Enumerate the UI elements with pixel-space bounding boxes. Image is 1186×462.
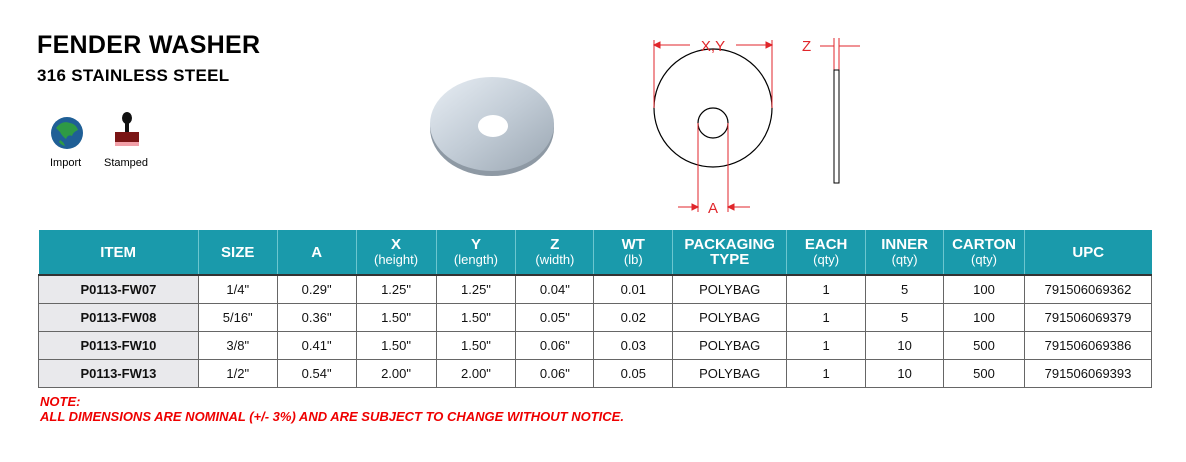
table-cell: 1.50" bbox=[355, 331, 437, 360]
column-header: ITEM bbox=[38, 230, 199, 275]
washer-photo bbox=[430, 77, 554, 176]
item-cell: P0113-FW13 bbox=[38, 359, 199, 388]
table-cell: 0.36" bbox=[276, 303, 357, 332]
table-cell: 791506069386 bbox=[1024, 331, 1152, 360]
table-cell: 791506069379 bbox=[1024, 303, 1152, 332]
column-header: Y (length) bbox=[435, 230, 516, 275]
dim-z-label: Z bbox=[802, 38, 811, 55]
table-cell: 5 bbox=[865, 274, 945, 304]
table-cell: 0.54" bbox=[276, 359, 357, 388]
column-header-unit: (height) bbox=[374, 252, 419, 267]
table-cell: 0.03 bbox=[593, 331, 674, 360]
dim-a-label: A bbox=[708, 200, 718, 217]
table-cell: 0.41" bbox=[276, 331, 357, 360]
table-cell: 0.02 bbox=[593, 303, 674, 332]
item-cell: P0113-FW07 bbox=[38, 274, 199, 304]
table-cell: POLYBAG bbox=[672, 331, 788, 360]
table-cell: 0.29" bbox=[276, 274, 357, 304]
column-header-label: UPC bbox=[1072, 243, 1105, 261]
table-cell: 1 bbox=[786, 303, 867, 332]
table-cell: 2.00" bbox=[355, 359, 437, 388]
column-header: PACKAGING TYPE bbox=[672, 230, 787, 275]
column-header-label: Y bbox=[470, 236, 481, 253]
dimension-diagram: X,Y Z A bbox=[652, 38, 860, 217]
column-header-label: SIZE bbox=[221, 243, 255, 261]
column-header-unit: (qty) bbox=[813, 252, 840, 267]
table-cell: 0.01 bbox=[593, 274, 674, 304]
column-header-label: A bbox=[311, 243, 323, 261]
note-label: NOTE: bbox=[40, 394, 81, 409]
table-cell: 1/2" bbox=[197, 359, 278, 388]
column-header: X (height) bbox=[355, 230, 436, 275]
column-header-unit: (length) bbox=[453, 252, 498, 267]
globe-icon bbox=[51, 117, 83, 149]
table-cell: 1.50" bbox=[435, 331, 517, 360]
item-cell: P0113-FW08 bbox=[38, 303, 199, 332]
column-header-label: INNER bbox=[881, 236, 928, 253]
table-cell: 5/16" bbox=[197, 303, 278, 332]
column-header-unit: (qty) bbox=[891, 252, 918, 267]
page-title: FENDER WASHER bbox=[37, 31, 261, 59]
table-cell: 1 bbox=[786, 274, 867, 304]
column-header: WT (lb) bbox=[593, 230, 673, 275]
column-header-label: WT bbox=[621, 236, 645, 253]
dim-xy-label: X,Y bbox=[701, 38, 725, 55]
table-cell: 3/8" bbox=[197, 331, 278, 360]
table-cell: 500 bbox=[943, 359, 1025, 388]
table-cell: 0.06" bbox=[515, 331, 595, 360]
column-header-label: PACKAGING TYPE bbox=[684, 236, 775, 268]
table-cell: 791506069393 bbox=[1024, 359, 1152, 388]
item-cell: P0113-FW10 bbox=[38, 331, 199, 360]
table-cell: POLYBAG bbox=[672, 274, 788, 304]
table-cell: 100 bbox=[943, 274, 1025, 304]
table-cell: 100 bbox=[943, 303, 1025, 332]
column-header: SIZE bbox=[197, 230, 278, 275]
table-cell: 1.50" bbox=[435, 303, 517, 332]
column-header-label: Z bbox=[550, 236, 560, 253]
table-cell: 500 bbox=[943, 331, 1025, 360]
table-cell: 1/4" bbox=[197, 274, 278, 304]
table-row: P0113-FW07 1/4" 0.29" 1.25" 1.25" 0.04" 0.01 PO… bbox=[38, 274, 1152, 304]
column-header: INNER (qty) bbox=[865, 230, 944, 275]
spec-table: ITEM SIZE A X (height) Y (length) Z (width) WT (lb… bbox=[38, 230, 1152, 388]
column-header-label: EACH bbox=[804, 236, 848, 253]
table-cell: 1.25" bbox=[355, 274, 437, 304]
note: NOTE: ALL DIMENSIONS ARE NOMINAL (+/- 3%… bbox=[40, 394, 624, 424]
table-cell: 2.00" bbox=[435, 359, 517, 388]
column-header-label: ITEM bbox=[100, 243, 137, 261]
column-header: CARTON (qty) bbox=[943, 230, 1025, 275]
column-header: EACH (qty) bbox=[786, 230, 866, 275]
table-cell: 1.50" bbox=[355, 303, 437, 332]
table-cell: POLYBAG bbox=[672, 303, 788, 332]
note-text: ALL DIMENSIONS ARE NOMINAL (+/- 3%) AND … bbox=[40, 409, 624, 424]
column-header-unit: (width) bbox=[535, 252, 575, 267]
table-cell: 1 bbox=[786, 359, 867, 388]
column-header-unit: (qty) bbox=[971, 252, 998, 267]
table-cell: 0.06" bbox=[515, 359, 595, 388]
table-cell: 0.05" bbox=[515, 303, 595, 332]
table-cell: 10 bbox=[865, 359, 945, 388]
table-cell: 1.25" bbox=[435, 274, 517, 304]
stamped-label: Stamped bbox=[104, 157, 149, 169]
table-row: P0113-FW08 5/16" 0.36" 1.50" 1.50" 0.05" 0.02 P… bbox=[38, 303, 1152, 332]
page-subtitle: 316 STAINLESS STEEL bbox=[37, 66, 230, 85]
stamp-icon bbox=[115, 112, 139, 146]
table-cell: 791506069362 bbox=[1024, 274, 1152, 304]
column-header: A bbox=[276, 230, 357, 275]
table-row: P0113-FW10 3/8" 0.41" 1.50" 1.50" 0.06" 0.03 PO… bbox=[38, 331, 1152, 360]
table-cell: 1 bbox=[786, 331, 867, 360]
table-row: P0113-FW13 1/2" 0.54" 2.00" 2.00" 0.06" 0.05 PO… bbox=[38, 359, 1152, 388]
table-cell: 0.05 bbox=[593, 359, 674, 388]
column-header: Z (width) bbox=[515, 230, 594, 275]
column-header-unit: (lb) bbox=[623, 252, 643, 267]
table-cell: 0.04" bbox=[515, 274, 595, 304]
import-label: Import bbox=[50, 157, 82, 169]
column-header-label: CARTON bbox=[952, 236, 1016, 253]
table-cell: 10 bbox=[865, 331, 945, 360]
table-cell: POLYBAG bbox=[672, 359, 788, 388]
table-cell: 5 bbox=[865, 303, 945, 332]
column-header-label: X bbox=[391, 236, 402, 253]
column-header: UPC bbox=[1024, 230, 1152, 275]
